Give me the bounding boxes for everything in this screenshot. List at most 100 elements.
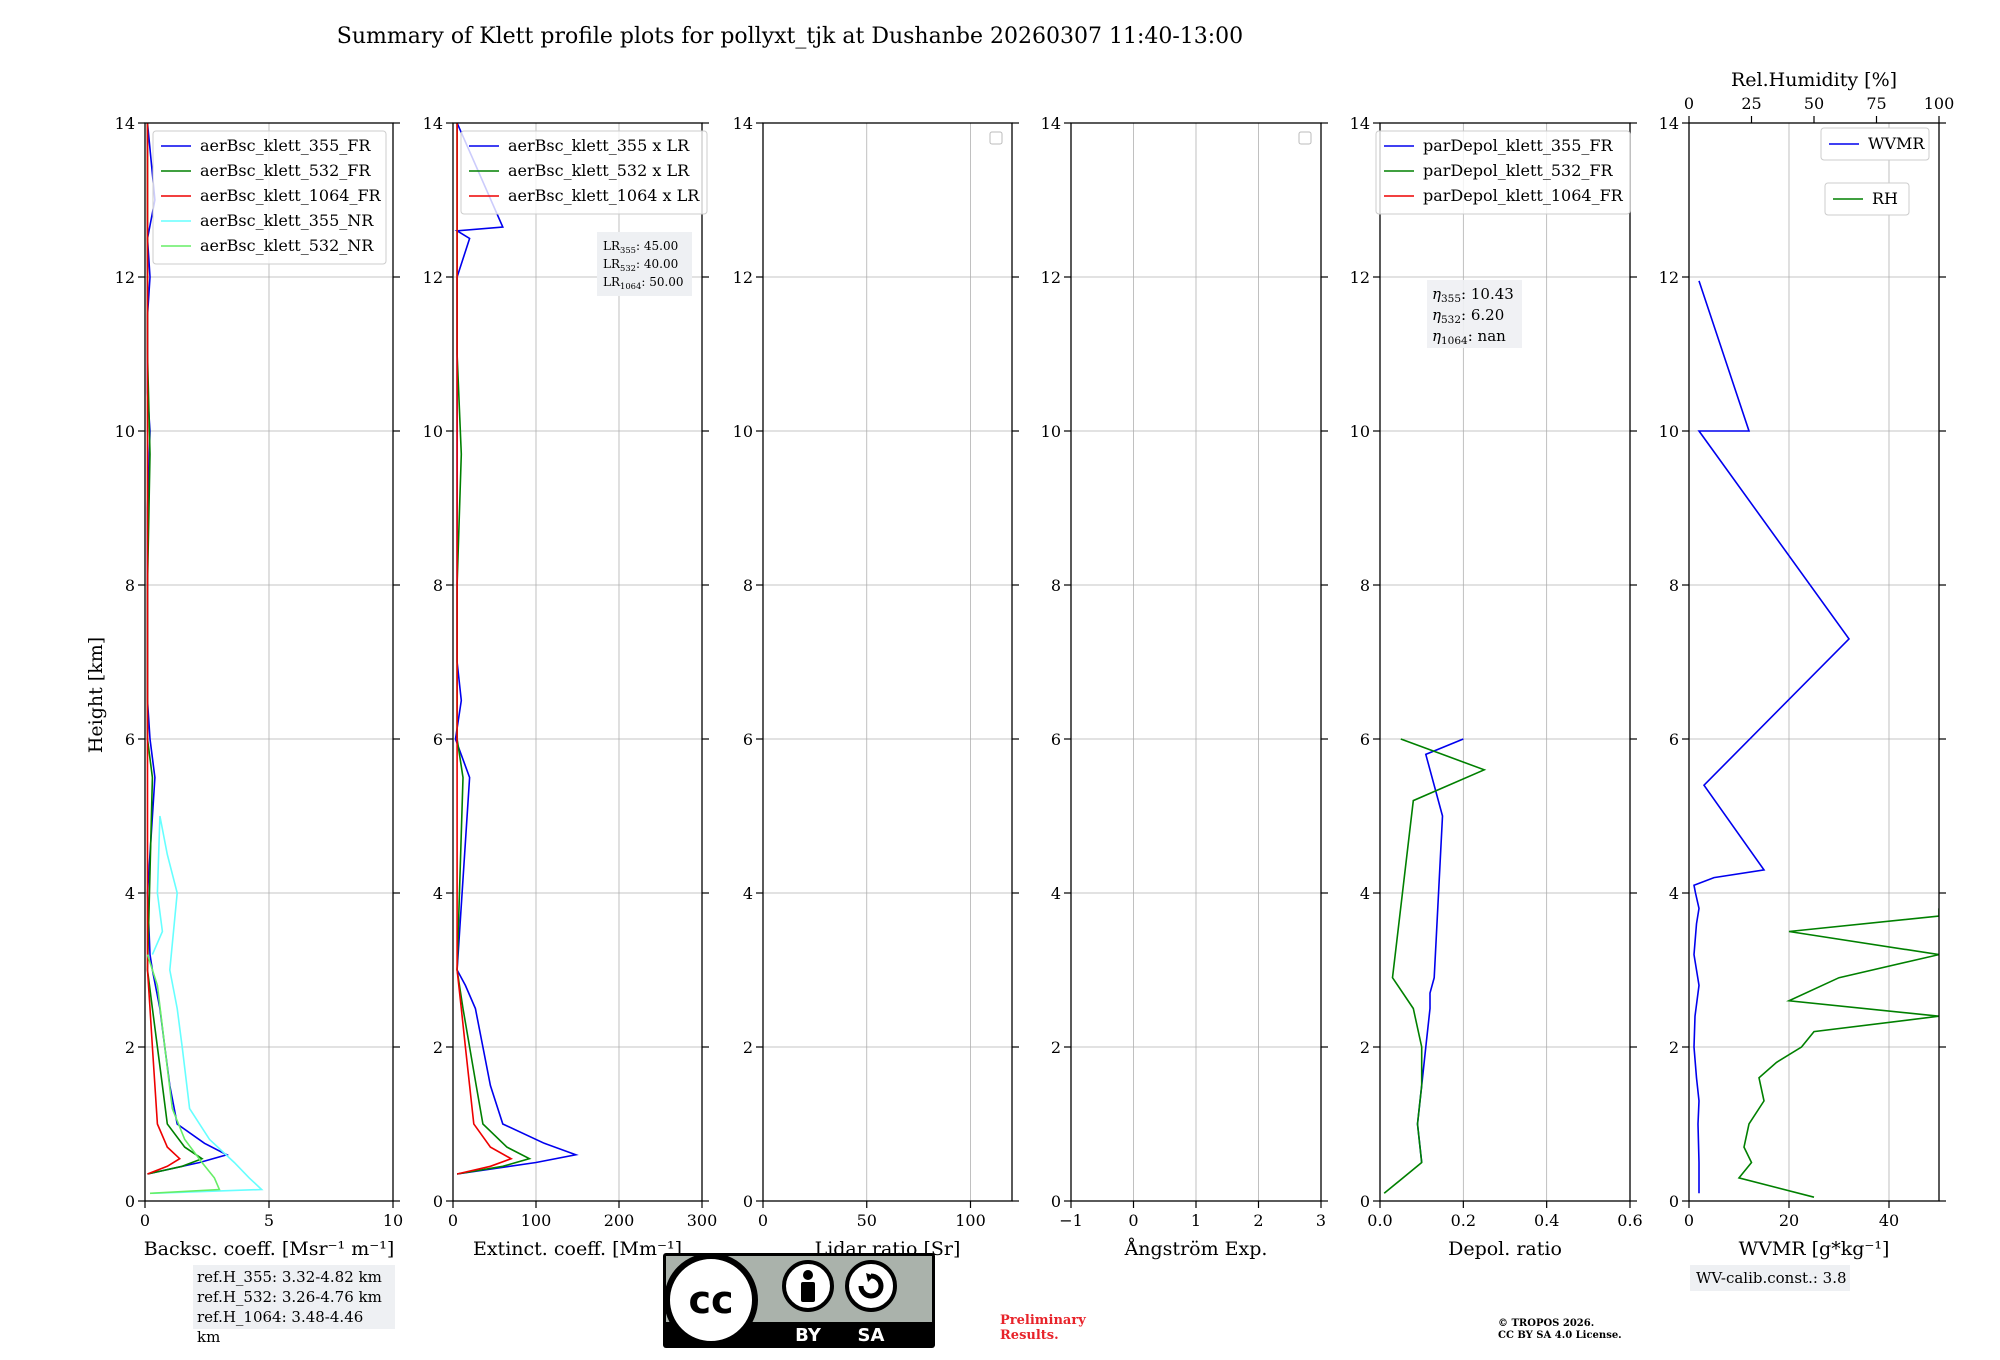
series-parDepol_klett_532_FR xyxy=(1383,738,1487,1194)
y-tick-label: 14 xyxy=(1659,114,1679,133)
panel-wv: 0 2 4 6 8 10 12 14 0 20 40 WVMR [g*kg⁻¹] 0 25 50 75 100 R… xyxy=(1659,69,1955,1260)
lr-532-base: LR xyxy=(603,257,621,271)
legend-label: aerBsc_klett_532 x LR xyxy=(508,161,690,180)
sa-icon xyxy=(845,1260,897,1312)
y-tick-label: 0 xyxy=(1669,1192,1679,1211)
legend-ext: aerBsc_klett_355 x LR aerBsc_klett_532 x … xyxy=(460,130,708,215)
x-tick-label: 100 xyxy=(521,1211,552,1230)
y-tick-label: 14 xyxy=(1041,114,1061,133)
y-tick-label: 10 xyxy=(423,422,443,441)
x-tick-label: 10 xyxy=(383,1211,403,1230)
y-tick-label: 0 xyxy=(433,1192,443,1211)
wv-calib-box: WV-calib.const.: 3.8 xyxy=(1690,1265,1850,1291)
y-tick-label: 12 xyxy=(733,268,753,287)
eta-355-sub: 355 xyxy=(1441,293,1461,305)
axes-frame xyxy=(452,122,703,1202)
legend-label: parDepol_klett_532_FR xyxy=(1423,161,1614,180)
legend-dep: parDepol_klett_355_FR parDepol_klett_532_… xyxy=(1375,130,1631,215)
y-tick-label: 4 xyxy=(1360,884,1370,903)
axes-frame xyxy=(144,122,394,1202)
y-tick-label: 0 xyxy=(1051,1192,1061,1211)
cc-text: cc xyxy=(688,1278,733,1322)
y-tick-label: 0 xyxy=(743,1192,753,1211)
x-tick-label: 0 xyxy=(1684,1211,1694,1230)
series-aerBsc_klett_1064_FR xyxy=(146,123,182,1175)
x-tick-label: 200 xyxy=(604,1211,635,1230)
eta-355-base: η xyxy=(1432,285,1441,303)
legend-box xyxy=(1820,127,1930,161)
y-tick-label: 2 xyxy=(125,1038,135,1057)
y-tick-label: 12 xyxy=(1350,268,1370,287)
y-tick-label: 8 xyxy=(1360,576,1370,595)
x-tick-label: 5 xyxy=(264,1211,274,1230)
eta-532: η532: 6.20 xyxy=(1432,306,1504,326)
y-tick-label: 0 xyxy=(1360,1192,1370,1211)
y-tick-label: 4 xyxy=(1669,884,1679,903)
refh-355: ref.H_355: 3.32-4.82 km xyxy=(197,1268,382,1286)
y-tick-label: 2 xyxy=(433,1038,443,1057)
x-tick-label: 40 xyxy=(1879,1211,1899,1230)
y-tick-label: 4 xyxy=(433,884,443,903)
eta-1064-sub: 1064 xyxy=(1441,335,1468,347)
legend-box xyxy=(152,130,387,265)
legend-label: aerBsc_klett_355 x LR xyxy=(508,136,690,155)
legend-label: parDepol_klett_355_FR xyxy=(1423,136,1614,155)
legend-label: aerBsc_klett_355_FR xyxy=(200,136,371,155)
eta-532-value: : 6.20 xyxy=(1461,306,1504,324)
lr-1064-sub: 1064 xyxy=(620,281,641,291)
y-tick-label: 8 xyxy=(1051,576,1061,595)
series-parDepol_klett_355_FR xyxy=(1416,738,1464,1163)
series-aerBsc_klett_532_FR xyxy=(146,123,204,1175)
x-axis-label: Depol. ratio xyxy=(1448,1238,1562,1260)
panel-ext: 0 2 4 6 8 10 12 14 0 100 200 300 Extinct. coeff. [Mm… xyxy=(423,114,718,1260)
y-tick-label: 4 xyxy=(1051,884,1061,903)
y-tick-label: 10 xyxy=(1350,422,1370,441)
legend-bsc: aerBsc_klett_355_FR aerBsc_klett_532_FRae… xyxy=(152,130,387,265)
x-tick-label: −1 xyxy=(1059,1211,1083,1230)
x-axis-label: WVMR [g*kg⁻¹] xyxy=(1739,1238,1890,1260)
y-tick-label: 6 xyxy=(1669,730,1679,749)
y-tick-label: 14 xyxy=(115,114,135,133)
lr-355: LR355: 45.00 xyxy=(603,239,678,255)
y-tick-label: 6 xyxy=(125,730,135,749)
lr-532-value: : 40.00 xyxy=(636,257,678,271)
x-tick-label: 300 xyxy=(687,1211,718,1230)
y-tick-label: 2 xyxy=(1051,1038,1061,1057)
eta-1064-base: η xyxy=(1432,327,1441,345)
x-tick-label: 0 xyxy=(1128,1211,1138,1230)
rh-tick-label: 75 xyxy=(1866,94,1886,113)
y-tick-label: 0 xyxy=(125,1192,135,1211)
y-tick-label: 6 xyxy=(743,730,753,749)
x-tick-label: 0 xyxy=(758,1211,768,1230)
series-aerBsc_klett_355 x LR xyxy=(454,123,579,1175)
x-tick-label: 0 xyxy=(140,1211,150,1230)
eta-355: η355: 10.43 xyxy=(1432,285,1514,305)
legend-label: aerBsc_klett_532_NR xyxy=(200,236,374,255)
preliminary-line-1: Preliminary xyxy=(1000,1313,1086,1328)
panel-dep: 0 2 4 6 8 10 12 14 0.0 0.2 0.4 0.6 Depol. ratio parDe… xyxy=(1350,114,1643,1260)
eta-532-base: η xyxy=(1432,306,1441,324)
axes-frame xyxy=(1688,122,1940,1202)
x-tick-label: 20 xyxy=(1779,1211,1799,1230)
panel-bsc: 0 2 4 6 8 10 12 14 0 5 10 Backsc. coeff. [Msr⁻¹ m⁻¹… xyxy=(115,114,404,1260)
by-text: BY xyxy=(795,1325,822,1346)
axes-frame xyxy=(1070,122,1322,1202)
eta-532-sub: 532 xyxy=(1441,314,1461,326)
lr-355-base: LR xyxy=(603,239,621,253)
x-tick-label: 0.2 xyxy=(1451,1211,1476,1230)
copyright-note: © TROPOS 2026. CC BY SA 4.0 License. xyxy=(1498,1318,1622,1342)
copyright-line-2: CC BY SA 4.0 License. xyxy=(1498,1330,1622,1341)
y-tick-label: 10 xyxy=(733,422,753,441)
legend-label: aerBsc_klett_532_FR xyxy=(200,161,371,180)
x-tick-label: 2 xyxy=(1253,1211,1263,1230)
x-tick-label: 0 xyxy=(448,1211,458,1230)
y-tick-label: 4 xyxy=(743,884,753,903)
cc-by-sa-badge: cc BY SA xyxy=(663,1253,935,1348)
series-aerBsc_klett_1064 x LR xyxy=(456,123,514,1175)
refh-532: ref.H_532: 3.26-4.76 km xyxy=(197,1288,382,1306)
y-tick-label: 2 xyxy=(1669,1038,1679,1057)
